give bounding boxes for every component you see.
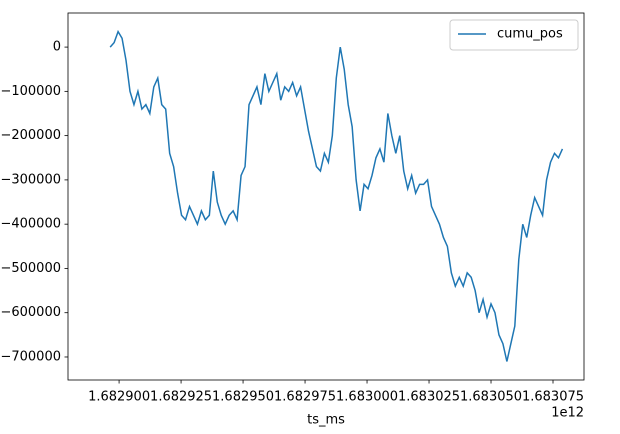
x-tick-label: 1.682900 <box>88 390 150 405</box>
x-tick-label: 1.683025 <box>398 390 460 405</box>
legend-label: cumu_pos <box>497 27 563 42</box>
y-tick-label: −700000 <box>0 349 61 364</box>
x-tick-label: 1.682925 <box>150 390 212 405</box>
legend-box <box>449 19 579 51</box>
y-tick-label: −100000 <box>0 84 61 99</box>
x-tick-label: 1.682950 <box>212 390 274 405</box>
y-tick-label: −300000 <box>0 172 61 187</box>
y-tick-label: 0 <box>53 40 61 55</box>
y-tick-label: −200000 <box>0 128 61 143</box>
y-tick-label: −400000 <box>0 217 61 232</box>
axes-frame <box>67 12 585 381</box>
x-tick-label: 1.682975 <box>274 390 336 405</box>
line <box>109 29 564 362</box>
x-tick-label: 1.683075 <box>522 390 584 405</box>
x-tick-label: 1.683000 <box>336 390 398 405</box>
y-tick-label: −500000 <box>0 261 61 276</box>
x-offset-label: 1e12 <box>551 406 584 421</box>
y-tick-label: −600000 <box>0 305 61 320</box>
x-axis-label: ts_ms <box>307 413 345 428</box>
x-tick-label: 1.683050 <box>460 390 522 405</box>
